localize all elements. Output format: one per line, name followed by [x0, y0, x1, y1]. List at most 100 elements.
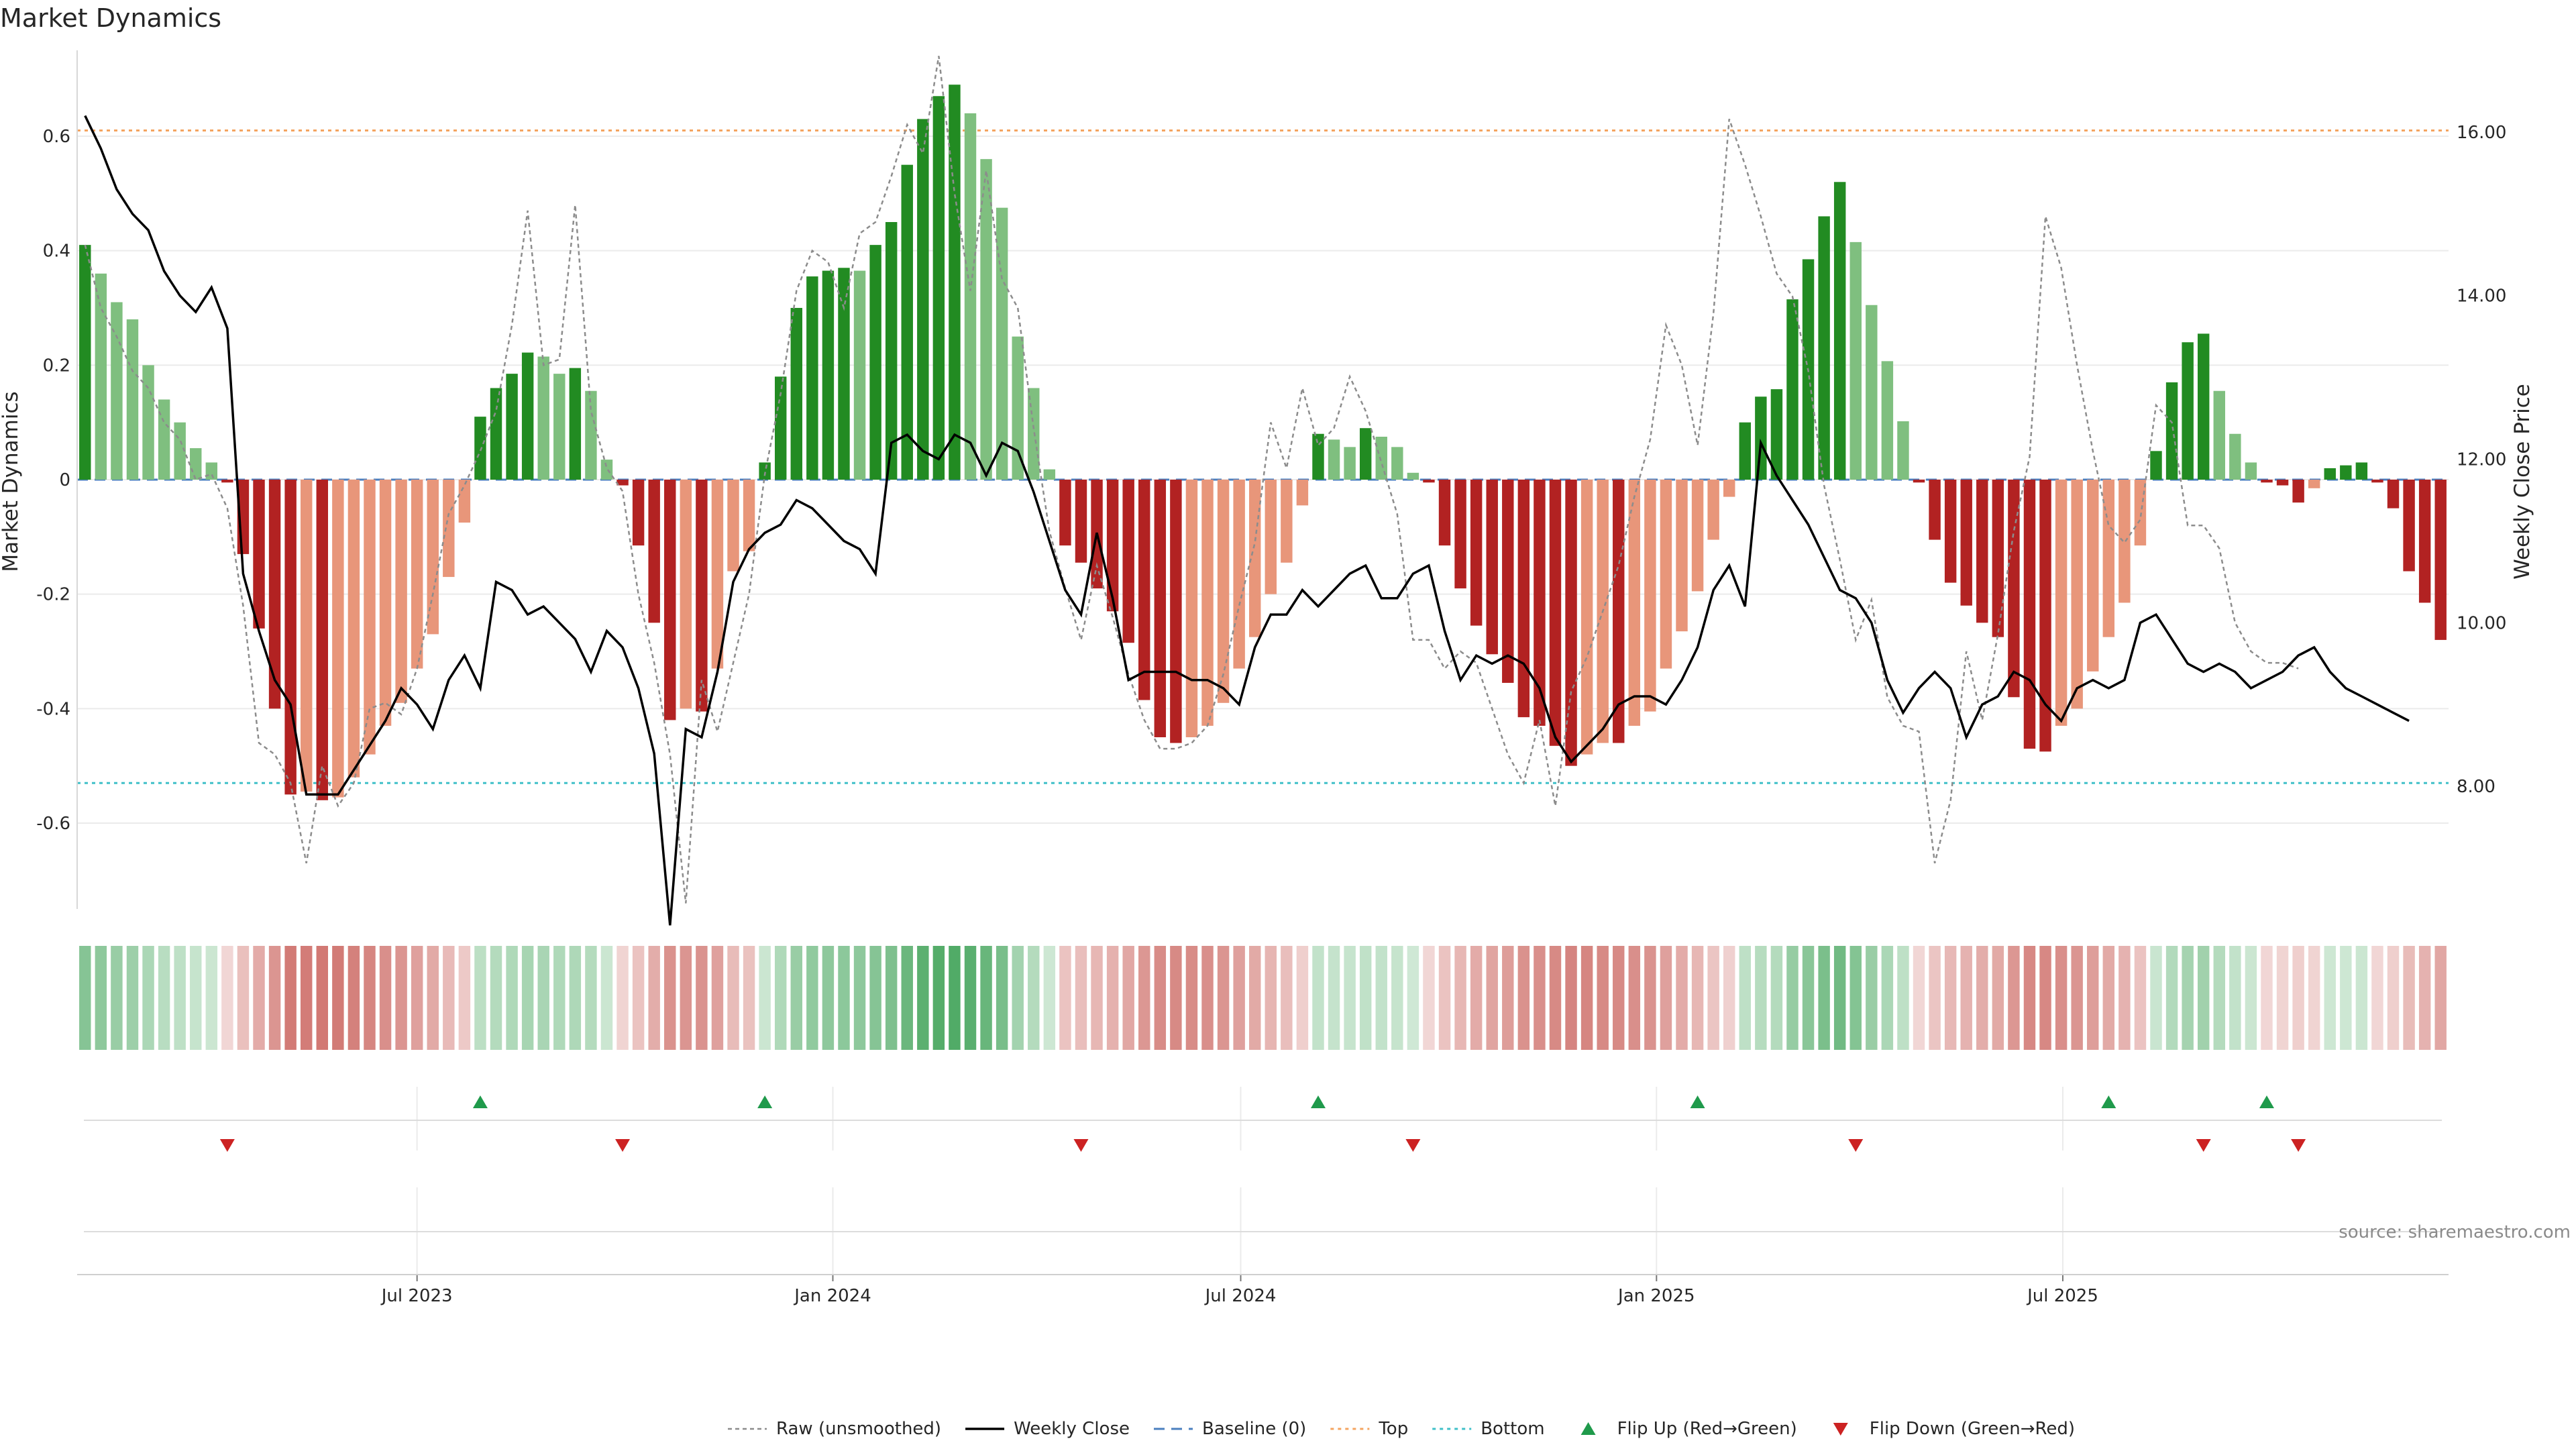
heat-cell: [2403, 946, 2415, 1050]
momentum-bar: [379, 480, 392, 726]
flip-up-marker: [2259, 1095, 2274, 1108]
heat-cell: [1818, 946, 1830, 1050]
heat-cell: [1770, 946, 1783, 1050]
heat-cell: [680, 946, 692, 1050]
momentum-bar: [95, 273, 107, 480]
momentum-bar: [126, 319, 139, 480]
legend-label: Weekly Close: [1014, 1419, 1130, 1439]
momentum-bar: [553, 374, 566, 480]
flip-up-marker: [757, 1095, 773, 1108]
momentum-bar: [1391, 447, 1403, 480]
heat-cell: [1185, 946, 1198, 1050]
gridlines: [77, 136, 2449, 824]
heat-cell: [364, 946, 376, 1050]
heat-cell: [869, 946, 881, 1050]
momentum-bar: [885, 222, 898, 480]
heat-cell: [1486, 946, 1498, 1050]
bottom-panel: [84, 1187, 2442, 1275]
heat-cell: [111, 946, 123, 1050]
legend: Raw (unsmoothed) Weekly Close Baseline (0)…: [728, 1419, 2075, 1439]
momentum-bar: [1976, 480, 1988, 623]
heat-cell: [1265, 946, 1277, 1050]
momentum-bar: [616, 480, 629, 486]
heat-cell: [1201, 946, 1214, 1050]
momentum-bar: [1407, 472, 1419, 480]
heat-cell: [2118, 946, 2131, 1050]
heat-cell: [1012, 946, 1024, 1050]
momentum-bar: [1438, 480, 1451, 546]
heat-cell: [664, 946, 676, 1050]
heat-cell: [1281, 946, 1293, 1050]
momentum-bar: [1233, 480, 1245, 669]
momentum-bar: [1628, 480, 1641, 726]
momentum-bar: [1028, 388, 1040, 480]
left-axis: -0.6 -0.4 -0.2 0 0.2 0.4 0.6: [36, 50, 78, 909]
heat-cell: [727, 946, 739, 1050]
heat-cell: [774, 946, 787, 1050]
momentum-bar: [2340, 465, 2352, 480]
flip-up-marker: [1690, 1095, 1705, 1108]
momentum-bar: [980, 159, 992, 480]
heat-cell: [2261, 946, 2273, 1050]
heat-cell: [2324, 946, 2336, 1050]
momentum-bar: [521, 352, 534, 480]
momentum-bar: [2071, 480, 2083, 709]
momentum-bar: [364, 480, 376, 755]
heat-cell: [443, 946, 455, 1050]
momentum-bar: [1043, 469, 1056, 480]
y-tick-label: 0.6: [43, 127, 70, 147]
y2-tick-label: 14.00: [2457, 286, 2506, 307]
momentum-bar: [111, 302, 123, 480]
heat-cell: [711, 946, 724, 1050]
heat-cell: [300, 946, 313, 1050]
heat-cell: [1691, 946, 1704, 1050]
y2-tick-label: 16.00: [2457, 123, 2506, 143]
heat-cell: [1707, 946, 1719, 1050]
momentum-bar: [2245, 462, 2257, 480]
heat-cell: [1423, 946, 1435, 1050]
heat-cell: [205, 946, 218, 1050]
momentum-bar: [1992, 480, 2004, 637]
heat-cell: [1328, 946, 1340, 1050]
y2-axis-label: Weekly Close Price: [2510, 384, 2534, 580]
weekly-close-line: [84, 115, 2410, 926]
heat-cell: [2245, 946, 2257, 1050]
heat-cell: [585, 946, 597, 1050]
heat-cell: [2340, 946, 2352, 1050]
momentum-bar: [2308, 480, 2320, 488]
momentum-bar: [2008, 480, 2020, 698]
legend-swatch: [1833, 1423, 1848, 1436]
heat-cell: [1866, 946, 1878, 1050]
right-axis: 8.00 10.00 12.00 14.00 16.00: [2457, 123, 2506, 797]
momentum-bar: [1565, 480, 1577, 766]
heat-cell: [142, 946, 154, 1050]
heat-cell: [1628, 946, 1641, 1050]
source-note: source: sharemaestro.com: [2339, 1222, 2571, 1242]
heat-cell: [537, 946, 549, 1050]
legend-label: Bottom: [1481, 1419, 1544, 1439]
momentum-bar: [648, 480, 660, 623]
momentum-bar: [806, 276, 818, 480]
heat-cell: [1170, 946, 1182, 1050]
momentum-bar: [284, 480, 297, 795]
reference-lines: [77, 129, 2449, 784]
heat-cell: [2371, 946, 2383, 1050]
momentum-bar: [221, 480, 233, 483]
flip-up-marker: [2101, 1095, 2116, 1108]
momentum-bar: [1248, 480, 1261, 637]
momentum-bar: [1281, 480, 1293, 563]
heat-cell: [632, 946, 645, 1050]
momentum-bar: [2292, 480, 2304, 503]
y-tick-label: 0.4: [43, 241, 70, 262]
heat-cell: [1217, 946, 1230, 1050]
momentum-bar: [347, 480, 360, 777]
momentum-bar: [1913, 480, 1925, 483]
y-axis-label: Market Dynamics: [0, 391, 23, 572]
momentum-bar: [790, 308, 803, 480]
legend-swatch: [1580, 1422, 1596, 1435]
momentum-bar: [2261, 480, 2273, 483]
momentum-bar: [1881, 361, 1894, 480]
momentum-bar: [1644, 480, 1656, 712]
momentum-bar: [869, 245, 881, 480]
momentum-bar: [474, 417, 486, 480]
